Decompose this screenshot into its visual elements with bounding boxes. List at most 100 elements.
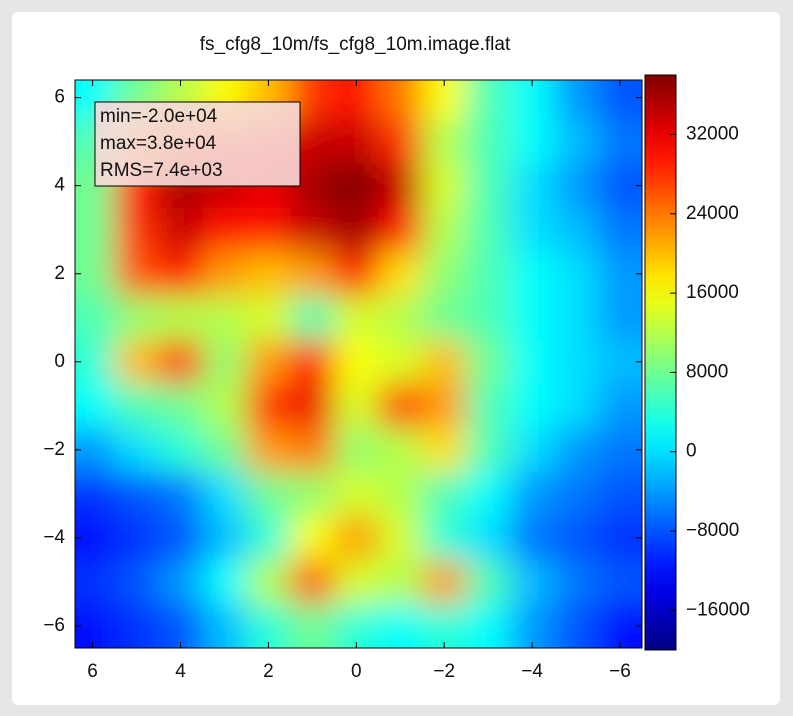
heatmap-cell [158,603,203,648]
heatmap-cell [378,119,423,165]
heatmap-area [75,80,642,648]
stat-box-frame [94,101,301,187]
heatmap-cell [466,603,511,648]
heatmap-cell [202,383,247,429]
heatmap-cell [422,471,467,517]
heatmap-cell [466,339,511,385]
heatmap-cell [466,207,511,253]
heatmap-cell [378,471,423,517]
heatmap-cell [334,251,379,297]
x-tick-label: −4 [521,661,543,682]
y-tick-label: 2 [54,263,65,284]
x-tick-label: −6 [609,661,631,682]
heatmap-cell [510,119,555,165]
heatmap-cell [378,163,423,209]
heatmap-cell [290,383,335,429]
heatmap-cell [466,471,511,517]
heatmap-cell [554,207,599,253]
colorbar-tick-label: 16000 [686,282,739,303]
heatmap-cell [290,295,335,341]
heatmap-cell [598,119,642,165]
heatmap-cell [158,383,203,429]
y-tick-label: −6 [43,615,65,636]
stat-max: max=3.8e+04 [100,133,217,154]
heatmap-cell [510,471,555,517]
heatmap-cell [466,383,511,429]
heatmap-cell [510,427,555,473]
stat-min: min=-2.0e+04 [100,106,218,127]
heatmap-cell [158,295,203,341]
heatmap-cell [246,559,291,605]
heatmap-cell [246,207,291,253]
colorbar [644,74,677,651]
heatmap-cell [158,207,203,253]
y-tick-label: 6 [54,87,65,108]
heatmap-cell [202,559,247,605]
heatmap-cell [554,559,599,605]
heatmap-cell [378,295,423,341]
heatmap-cell [378,207,423,253]
heatmap-cell [114,471,160,517]
heatmap-cell [510,251,555,297]
heatmap-cell [290,559,335,605]
heatmap-cell [114,383,160,429]
heatmap-cell [290,515,335,561]
heatmap-cells [75,80,642,648]
heatmap-cell [466,163,511,209]
heatmap-cell [202,339,247,385]
heatmap-cell [466,427,511,473]
heatmap-cell [334,427,379,473]
heatmap-cell [290,603,335,648]
heatmap-cell [378,339,423,385]
heatmap-cell [598,515,642,561]
x-tick-label: 6 [87,661,98,682]
heatmap-cell [114,251,160,297]
heatmap-cell [246,471,291,517]
heatmap-cell [378,383,423,429]
heatmap-cell [554,339,599,385]
heatmap-cell [422,515,467,561]
heatmap-cell [290,471,335,517]
heatmap-cell [246,295,291,341]
heatmap-cell [158,471,203,517]
heatmap-cell [422,383,467,429]
heatmap-cell [510,163,555,209]
heatmap-cell [202,207,247,253]
heatmap-cell [554,471,599,517]
heatmap-cell [422,207,467,253]
heatmap-cell [246,515,291,561]
heatmap-cell [378,559,423,605]
heatmap-cell [466,295,511,341]
heatmap-cell [554,295,599,341]
heatmap-cell [246,603,291,648]
heatmap-cell [75,339,116,385]
heatmap-cell [334,80,379,121]
heatmap-cell [422,603,467,648]
heatmap-cell [378,515,423,561]
heatmap-cell [510,339,555,385]
heatmap-cell [334,295,379,341]
heatmap-cell [598,251,642,297]
heatmap-cell [290,427,335,473]
plot-frame [74,79,643,649]
heatmap-cell [378,251,423,297]
colorbar-tick-label: 24000 [686,203,739,224]
heatmap-cell [510,383,555,429]
heatmap-cell [246,339,291,385]
heatmap-cell [334,603,379,648]
heatmap-cell [202,603,247,648]
x-tick-label: 0 [351,661,362,682]
heatmap-cell [334,163,379,209]
heatmap-cell [510,295,555,341]
heatmap-cell [158,559,203,605]
colorbar-tick-label: −16000 [686,599,750,620]
heatmap-cell [598,80,642,121]
heatmap-cell [114,515,160,561]
heatmap-cell [334,515,379,561]
heatmap-cell [334,383,379,429]
heatmap-cell [202,251,247,297]
heatmap-cell [598,471,642,517]
heatmap-cell [466,119,511,165]
heatmap-cell [554,383,599,429]
heatmap-cell [378,603,423,648]
